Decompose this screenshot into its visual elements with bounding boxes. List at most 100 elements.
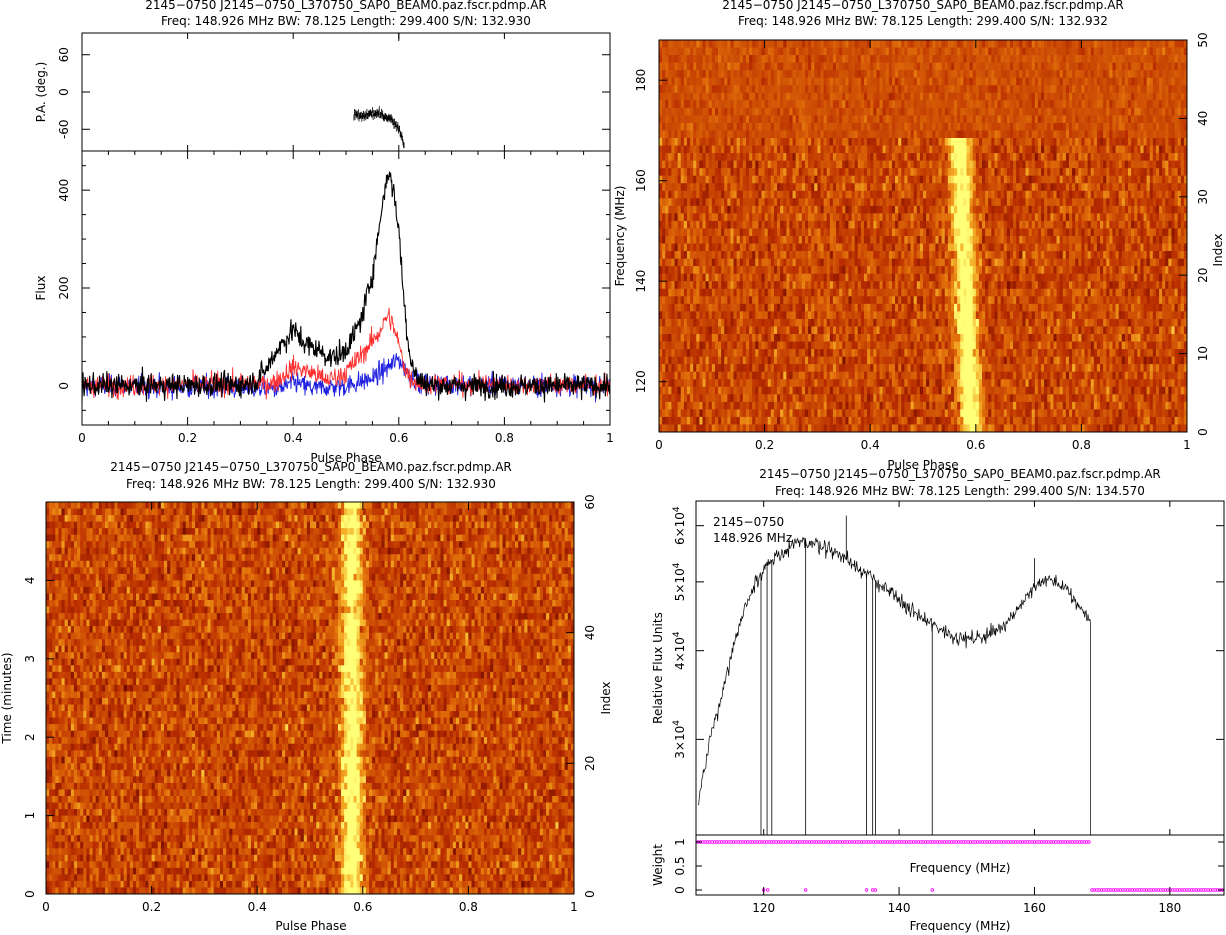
heatmap-cell	[898, 138, 902, 146]
heatmap-cell	[1090, 213, 1095, 222]
heatmap-cell	[932, 228, 936, 237]
heatmap-cell	[1171, 205, 1175, 214]
heatmap-cell	[1118, 213, 1123, 222]
heatmap-cell	[1037, 92, 1042, 101]
heatmap-cell	[1096, 130, 1101, 139]
heatmap-cell	[994, 55, 998, 64]
heatmap-cell	[1056, 198, 1061, 207]
heatmap-cell	[1155, 92, 1160, 101]
heatmap-cell	[888, 70, 893, 79]
heatmap-cell	[1143, 160, 1148, 169]
heatmap-cell	[1168, 55, 1172, 64]
heatmap-cell	[820, 213, 825, 222]
heatmap-cell	[1056, 92, 1061, 101]
heatmap-cell	[901, 55, 905, 64]
heatmap-cell	[752, 122, 756, 131]
heatmap-cell	[690, 168, 694, 177]
heatmap-cell	[873, 220, 877, 229]
heatmap-cell	[857, 145, 862, 154]
heatmap-cell	[867, 168, 871, 177]
heatmap-cell	[702, 205, 706, 214]
heatmap-cell	[926, 92, 930, 101]
heatmap-cell	[963, 220, 967, 229]
heatmap-cell	[724, 243, 728, 252]
heatmap-cell	[876, 107, 880, 116]
heatmap-cell	[1134, 40, 1138, 48]
heatmap-cell	[972, 55, 977, 64]
heatmap-cell	[1146, 70, 1151, 79]
heatmap-cell	[708, 70, 713, 79]
heatmap-cell	[1118, 198, 1123, 207]
heatmap-cell	[745, 47, 750, 56]
heatmap-cell	[1174, 130, 1179, 139]
heatmap-cell	[901, 243, 905, 252]
heatmap-cell	[1109, 122, 1113, 131]
heatmap-cell	[901, 100, 905, 109]
heatmap-cell	[711, 85, 716, 94]
heatmap-cell	[904, 183, 908, 192]
heatmap-cell	[1062, 145, 1067, 154]
heatmap-cell	[873, 153, 877, 162]
heatmap-cell	[1093, 115, 1098, 124]
heatmap-cell	[745, 145, 750, 154]
heatmap-cell	[1003, 55, 1008, 64]
heatmap-cell	[804, 183, 809, 192]
heatmap-cell	[832, 138, 837, 146]
heatmap-cell	[820, 107, 825, 116]
heatmap-cell	[739, 115, 744, 124]
heatmap-cell	[1065, 228, 1070, 237]
heatmap-cell	[932, 107, 936, 116]
heatmap-cell	[764, 77, 769, 86]
heatmap-cell	[1003, 77, 1008, 86]
heatmap-cell	[888, 205, 893, 214]
heatmap-cell	[895, 47, 899, 56]
heatmap-cell	[811, 205, 815, 214]
heatmap-cell	[777, 62, 781, 71]
heatmap-cell	[1124, 220, 1129, 229]
heatmap-cell	[1034, 190, 1039, 199]
heatmap-cell	[873, 40, 877, 48]
heatmap-cell	[1009, 47, 1014, 56]
heatmap-cell	[929, 220, 933, 229]
heatmap-cell	[879, 92, 884, 101]
heatmap-cell	[674, 115, 679, 124]
heatmap-cell	[901, 47, 905, 56]
heatmap-cell	[867, 85, 871, 94]
heatmap-cell	[1044, 153, 1048, 162]
heatmap-cell	[882, 153, 887, 162]
heatmap-cell	[836, 228, 840, 237]
heatmap-cell	[1183, 40, 1188, 48]
heatmap-cell	[888, 40, 893, 48]
heatmap-cell	[823, 236, 828, 244]
heatmap-cell	[699, 92, 703, 101]
heatmap-cell	[1149, 205, 1154, 214]
heatmap-cell	[1034, 160, 1039, 169]
heatmap-cell	[1093, 62, 1098, 71]
heatmap-cell	[1096, 100, 1101, 109]
heatmap-cell	[749, 138, 753, 146]
heatmap-cell	[792, 168, 797, 177]
heatmap-cell	[1177, 77, 1182, 86]
heatmap-cell	[755, 198, 759, 207]
heatmap-cell	[798, 236, 803, 244]
heatmap-cell	[860, 55, 865, 64]
heatmap-cell	[1000, 183, 1005, 192]
heatmap-cell	[1068, 205, 1073, 214]
heatmap-cell	[817, 70, 821, 79]
heatmap-cell	[1174, 160, 1179, 169]
heatmap-cell	[1025, 138, 1029, 146]
heatmap-cell	[1162, 190, 1166, 199]
heatmap-cell	[904, 122, 908, 131]
heatmap-cell	[916, 40, 921, 48]
heatmap-cell	[699, 47, 703, 56]
heatmap-cell	[826, 47, 831, 56]
heatmap-cell	[907, 228, 911, 237]
heatmap-cell	[960, 213, 964, 222]
heatmap-cell	[1152, 213, 1157, 222]
heatmap-cell	[736, 62, 741, 71]
heatmap-cell	[1031, 85, 1036, 94]
heatmap-cell	[1174, 40, 1179, 48]
heatmap-cell	[842, 168, 846, 177]
heatmap-cell	[767, 236, 772, 244]
heatmap-cell	[1159, 145, 1163, 154]
